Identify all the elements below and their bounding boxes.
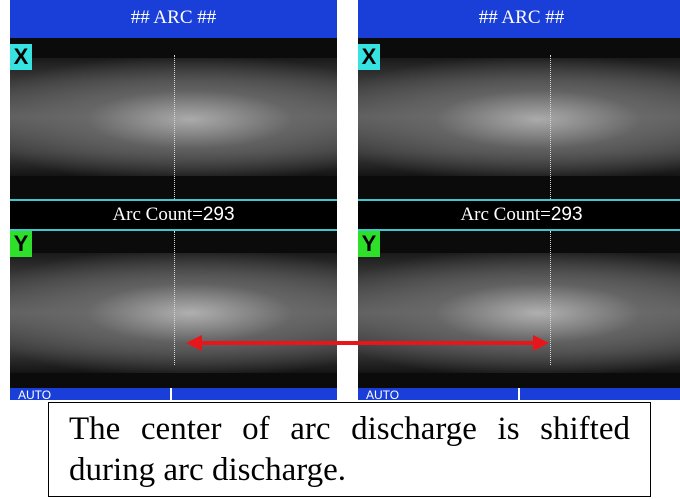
x-view: X — [10, 38, 337, 199]
arc-count-text: Arc Count=293 — [10, 203, 337, 227]
arc-screen-left: ## ARC ## X Arc Count=293 Y AUTO — [10, 0, 337, 400]
caption-text: The center of arc discharge is shifted d… — [69, 411, 630, 488]
y-view: Y — [358, 231, 680, 400]
x-axis-label: X — [358, 44, 380, 70]
status-mode: AUTO — [18, 388, 52, 400]
y-arc-image — [358, 253, 680, 373]
status-divider — [170, 388, 172, 400]
title-bar: ## ARC ## — [10, 0, 337, 38]
arc-screen-right: ## ARC ## X Arc Count=293 Y AUTO — [358, 0, 680, 400]
x-view: X — [358, 38, 680, 199]
status-bar: AUTO — [358, 388, 680, 400]
center-marker-line — [550, 55, 551, 199]
arc-count-text: Arc Count=293 — [358, 203, 680, 227]
y-arc-image — [10, 253, 337, 373]
arc-count-bar: Arc Count=293 — [358, 199, 680, 231]
y-view: Y — [10, 231, 337, 400]
arc-count-value: 293 — [550, 204, 583, 225]
arc-count-label: Arc Count= — [460, 204, 551, 225]
y-axis-label: Y — [358, 231, 380, 257]
arc-count-bar: Arc Count=293 — [10, 199, 337, 231]
center-marker-line — [174, 55, 175, 199]
status-divider — [518, 388, 520, 400]
status-bar: AUTO — [10, 388, 337, 400]
center-marker-line — [550, 231, 551, 365]
x-arc-image — [358, 58, 680, 176]
arc-count-value: 293 — [202, 204, 235, 225]
caption-box: The center of arc discharge is shifted d… — [48, 402, 651, 497]
title-bar: ## ARC ## — [358, 0, 680, 38]
status-mode: AUTO — [366, 388, 400, 400]
x-arc-image — [10, 58, 337, 176]
y-axis-label: Y — [10, 231, 32, 257]
x-axis-label: X — [10, 44, 32, 70]
center-marker-line — [174, 231, 175, 365]
arc-count-label: Arc Count= — [112, 204, 203, 225]
